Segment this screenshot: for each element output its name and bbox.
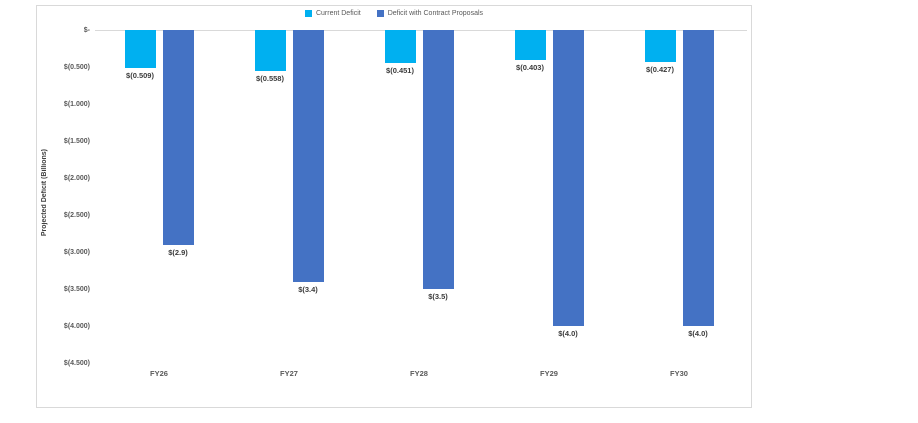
legend-item-1: Deficit with Contract Proposals xyxy=(376,9,484,17)
bar-data-label: $(4.0) xyxy=(558,329,578,338)
bar-data-label: $(0.427) xyxy=(646,64,674,74)
y-tick-label: $(0.500) xyxy=(63,64,90,71)
zero-gridline xyxy=(95,30,747,31)
y-tick-label: $- xyxy=(83,27,90,34)
y-tick-label: $(3.500) xyxy=(63,286,90,293)
x-axis-label-fy29: FY29 xyxy=(540,369,558,378)
bar-fy27-series0 xyxy=(254,30,286,72)
bar-fy29-series1 xyxy=(552,30,584,326)
bar-fy26-series0 xyxy=(124,30,156,68)
y-tick-label: $(1.500) xyxy=(63,138,90,145)
bar-data-label: $(4.0) xyxy=(688,329,708,338)
chart-frame: Current Deficit Deficit with Contract Pro… xyxy=(36,5,752,408)
legend-item-0: Current Deficit xyxy=(304,9,361,17)
bar-data-label: $(0.403) xyxy=(516,62,544,72)
x-axis-label-fy26: FY26 xyxy=(150,369,168,378)
bar-data-label: $(3.5) xyxy=(428,292,448,301)
y-tick-label: $(4.000) xyxy=(63,323,90,330)
bar-fy30-series0 xyxy=(644,30,676,62)
bar-fy28-series0 xyxy=(384,30,416,64)
legend-marker-icon xyxy=(304,9,312,17)
y-tick-label: $(4.500) xyxy=(63,360,90,367)
y-tick-label: $(2.000) xyxy=(63,175,90,182)
bar-data-label: $(2.9) xyxy=(168,247,188,257)
x-axis-label-fy27: FY27 xyxy=(280,369,298,378)
bar-data-label: $(0.509) xyxy=(126,70,154,80)
bar-data-label: $(0.558) xyxy=(256,74,284,84)
bar-fy27-series1 xyxy=(292,30,324,282)
y-tick-label: $(1.000) xyxy=(63,101,90,108)
legend-marker-icon xyxy=(376,9,384,17)
legend-label: Deficit with Contract Proposals xyxy=(387,9,484,17)
bar-fy28-series1 xyxy=(422,30,454,289)
bar-data-label: $(0.451) xyxy=(386,66,414,76)
y-tick-label: $(2.500) xyxy=(63,212,90,219)
x-axis-label-fy28: FY28 xyxy=(410,369,428,378)
y-axis-title-text: Projected Deficit (Billions) xyxy=(41,149,48,237)
legend-label: Current Deficit xyxy=(315,9,361,17)
x-axis-label-fy30: FY30 xyxy=(670,369,688,378)
y-tick-label: $(3.000) xyxy=(63,249,90,256)
bar-fy26-series1 xyxy=(162,30,194,245)
bar-data-label: $(3.4) xyxy=(298,284,318,294)
bar-fy30-series1 xyxy=(682,30,714,326)
chart-legend: Current Deficit Deficit with Contract Pro… xyxy=(37,7,751,19)
bar-fy29-series0 xyxy=(514,30,546,60)
